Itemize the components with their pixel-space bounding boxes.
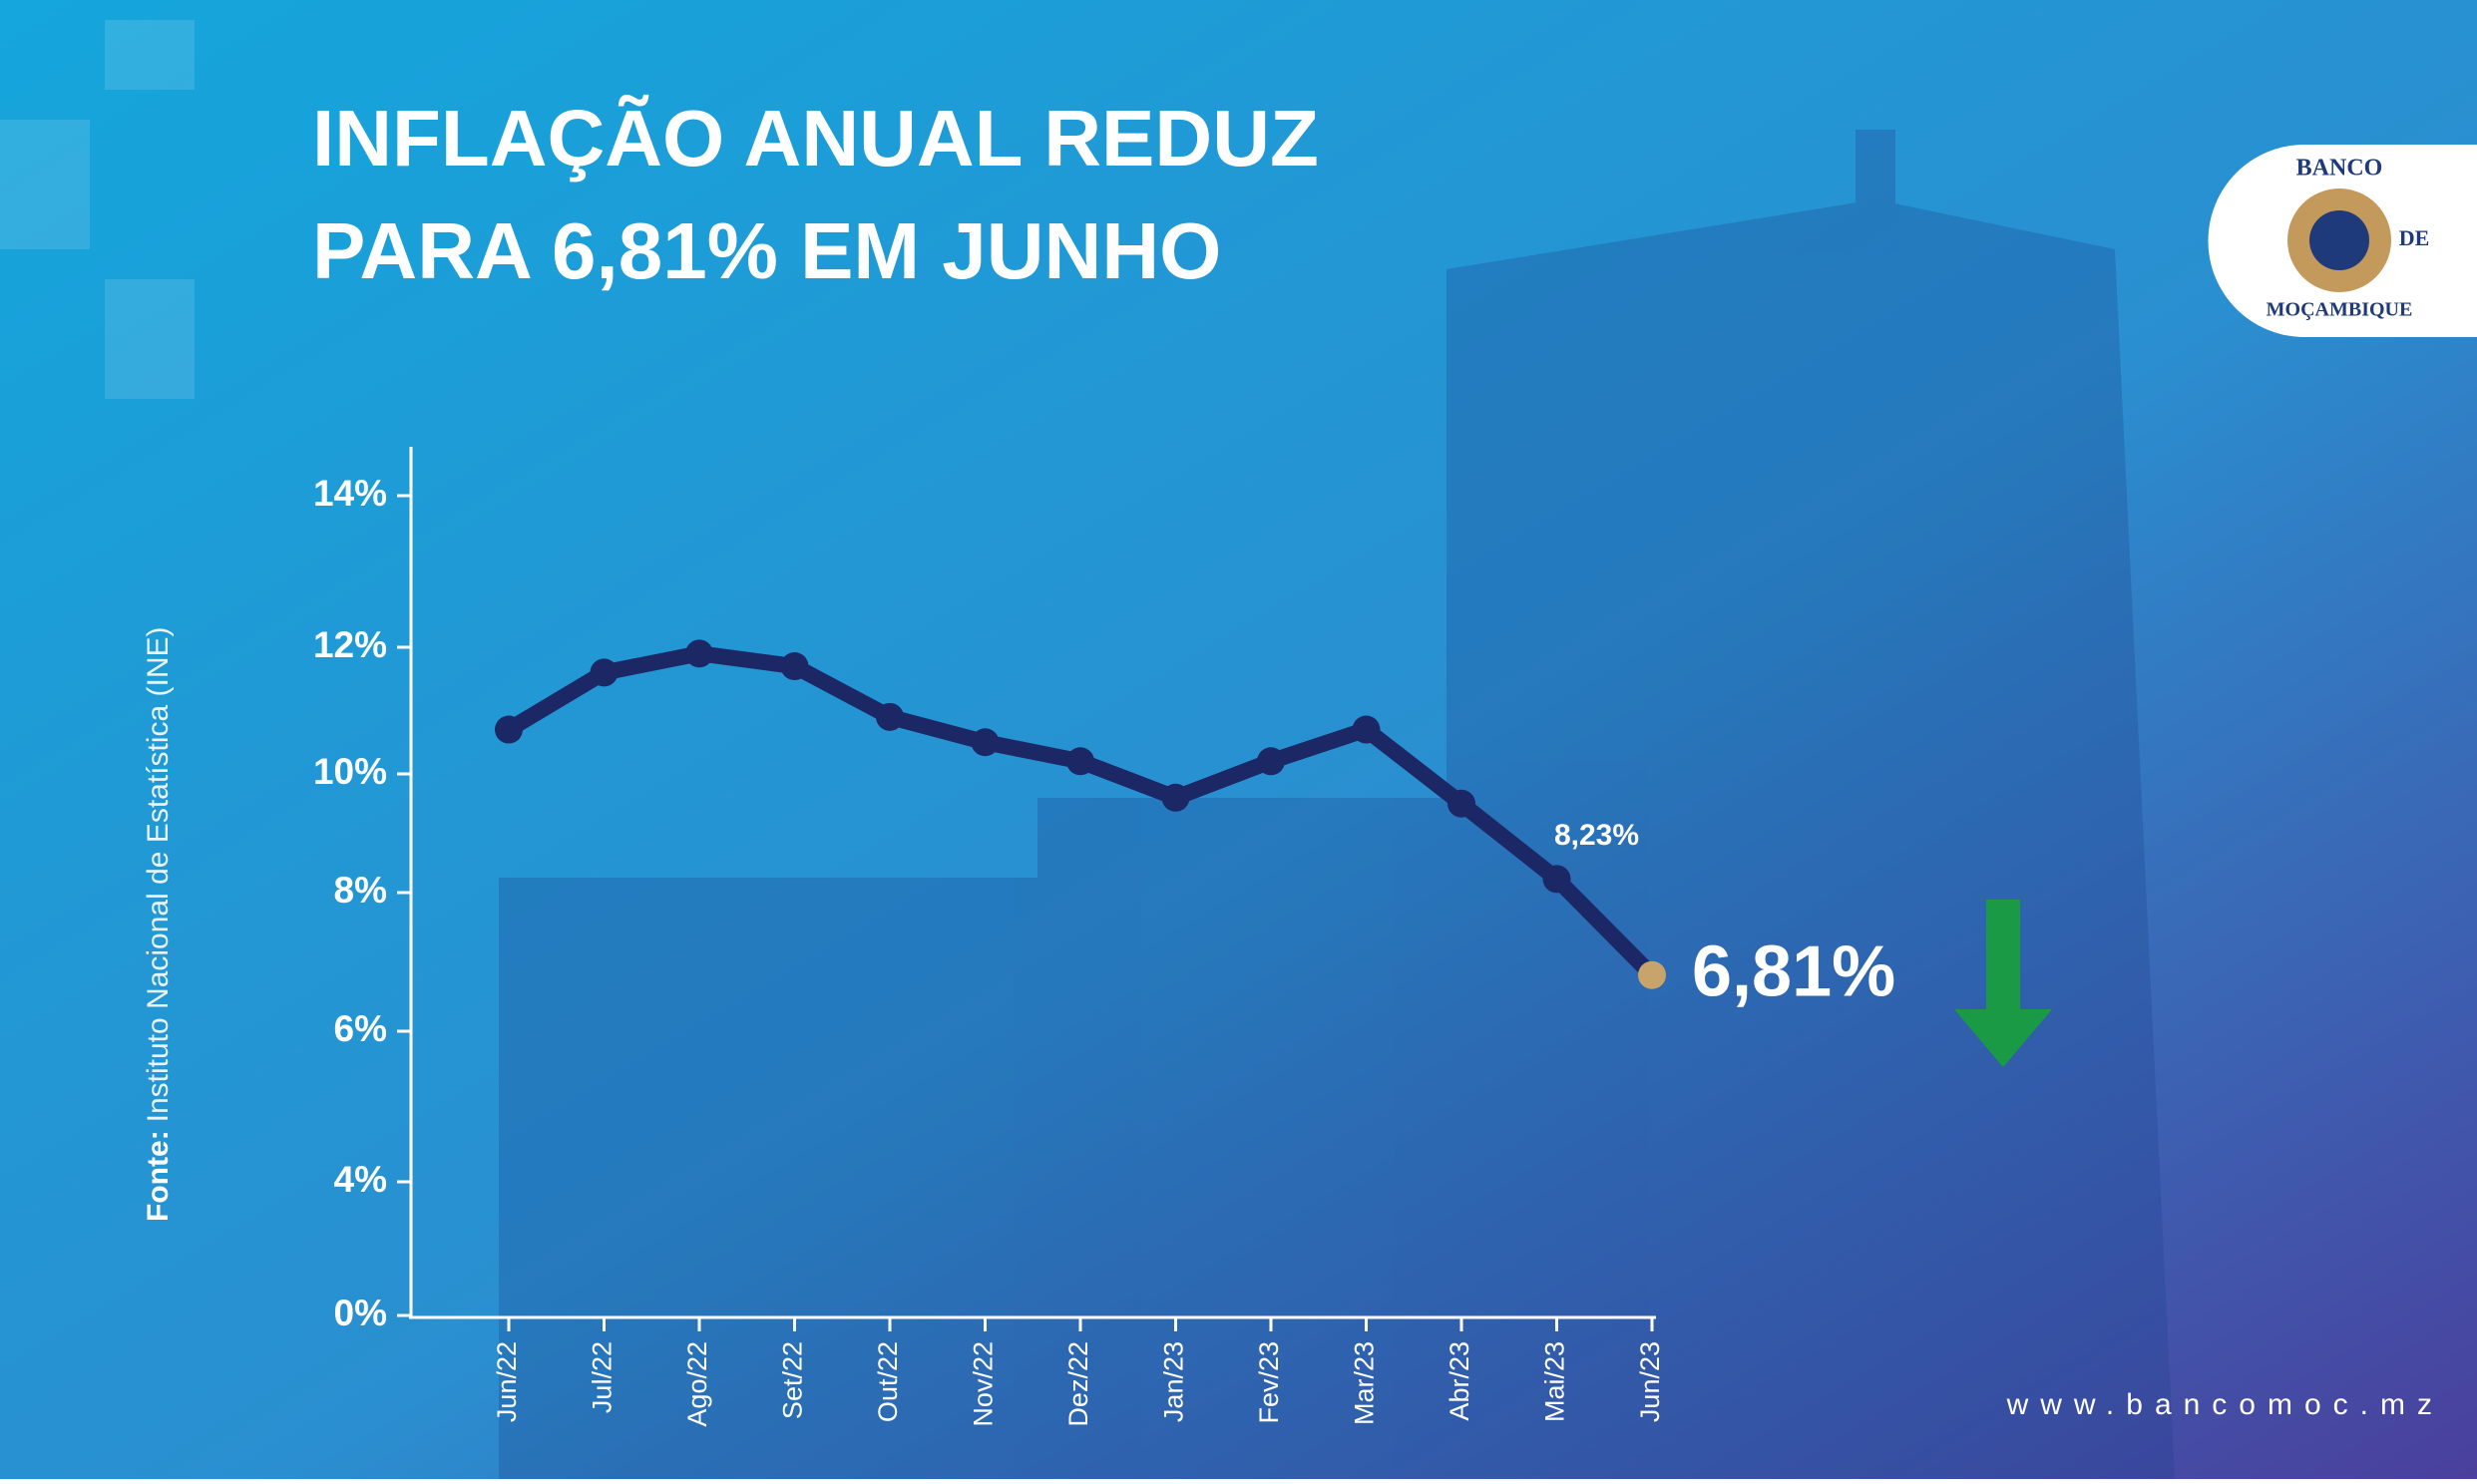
point xyxy=(495,715,523,744)
y-tick-label: 14% xyxy=(313,473,387,514)
buildings xyxy=(499,130,2175,1479)
point xyxy=(1638,960,1666,989)
y-tick-label: 8% xyxy=(334,870,387,911)
source: Fonte: Instituto Nacional de Estatística … xyxy=(142,626,175,1222)
x-tick-label: Jun/23 xyxy=(1635,1341,1665,1422)
point xyxy=(1542,865,1571,894)
x-tick-label: Out/22 xyxy=(873,1341,903,1422)
y-tick-label: 6% xyxy=(334,1008,387,1049)
x-tick-label: Abr/23 xyxy=(1445,1341,1474,1421)
value-label: 8,23% xyxy=(1554,819,1639,852)
down-arrow xyxy=(1954,900,2052,1067)
point xyxy=(876,702,904,731)
logo-text: BANCO xyxy=(2296,156,2383,182)
value-label: 6,81% xyxy=(1692,932,1895,1012)
logo: BANCO DE MOÇAMBIQUE xyxy=(2208,145,2477,337)
source-text: Instituto Nacional de Estatística (INE) xyxy=(142,626,175,1122)
point xyxy=(971,728,1000,757)
point xyxy=(1161,783,1190,812)
website: www.bancomoc.mz xyxy=(2006,1388,2444,1421)
source-label: Fonte: xyxy=(142,1130,175,1222)
x-tick-label: Set/22 xyxy=(778,1341,808,1419)
x-tick-label: Mai/23 xyxy=(1540,1341,1570,1422)
x-tick-label: Jun/22 xyxy=(492,1341,522,1422)
x-tick-label: Jul/22 xyxy=(588,1341,618,1413)
point xyxy=(1066,747,1094,776)
point xyxy=(1257,747,1285,776)
x-tick-label: Dez/22 xyxy=(1063,1341,1093,1427)
x-tick-label: Ago/22 xyxy=(682,1341,712,1427)
y-tick-label: 0% xyxy=(334,1293,387,1333)
title-line: INFLAÇÃO ANUAL REDUZ xyxy=(312,94,1319,183)
point xyxy=(1352,715,1381,744)
x-tick-label: Nov/22 xyxy=(969,1341,999,1427)
point xyxy=(685,639,713,668)
title-line: PARA 6,81% EM JUNHO xyxy=(312,206,1221,295)
logo-text: DE xyxy=(2399,225,2430,250)
y-tick-label: 12% xyxy=(313,624,387,665)
x-tick-label: Mar/23 xyxy=(1350,1341,1380,1425)
y-tick-label: 4% xyxy=(334,1159,387,1200)
point xyxy=(780,652,809,681)
logo-text: MOÇAMBIQUE xyxy=(2267,299,2413,321)
point xyxy=(1447,789,1475,818)
point xyxy=(590,658,619,687)
y-tick-label: 10% xyxy=(313,751,387,792)
x-tick-label: Jan/23 xyxy=(1159,1341,1189,1422)
x-tick-label: Fev/23 xyxy=(1254,1341,1284,1424)
